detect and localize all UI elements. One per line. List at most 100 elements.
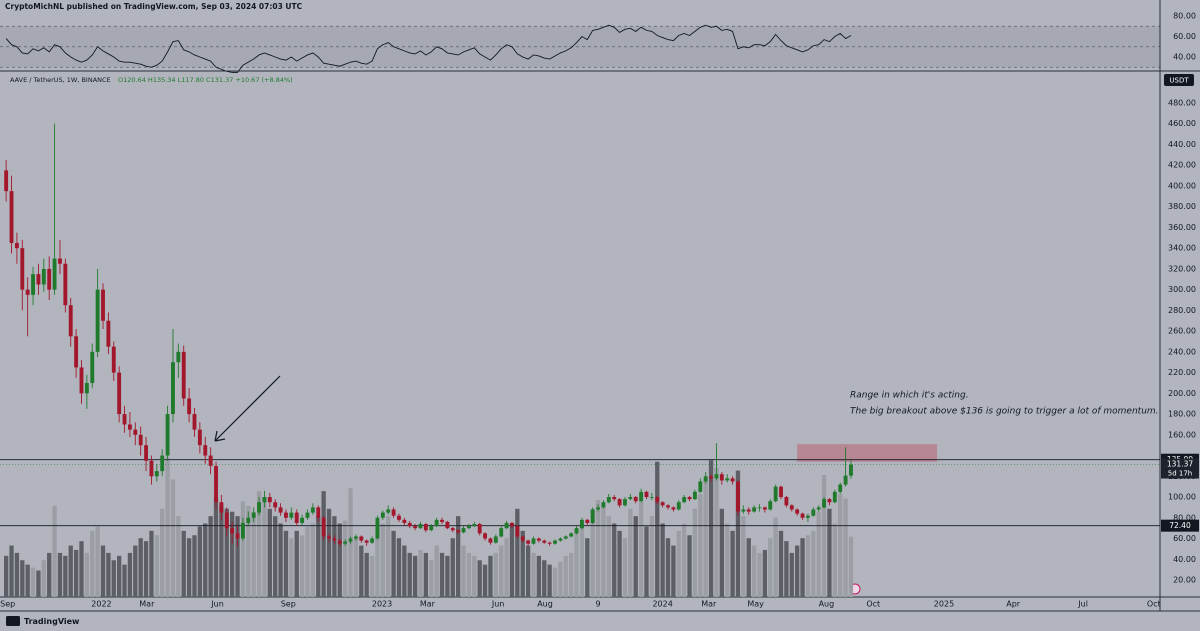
candle-body <box>676 502 681 510</box>
volume-bar <box>590 508 595 597</box>
volume-bar <box>741 516 746 597</box>
currency-box <box>1164 74 1194 86</box>
x-tick-label: Oct <box>1147 600 1161 609</box>
footer-text: TradingView <box>24 617 80 626</box>
rsi-tick-label: 60.00 <box>1173 32 1196 41</box>
candle-body <box>187 398 192 415</box>
volume-bar <box>181 530 186 597</box>
candle-body <box>327 536 331 539</box>
volume-bar <box>515 508 520 597</box>
volume-bar <box>509 523 515 597</box>
x-tick-label: Sep <box>0 600 15 609</box>
volume-bar <box>768 538 773 597</box>
volume-bar <box>520 530 525 597</box>
candle-body <box>563 536 568 539</box>
candle-body <box>429 526 434 531</box>
candle-body <box>800 513 805 518</box>
candle-body <box>719 474 724 481</box>
volume-bar <box>111 560 116 597</box>
candle-body <box>510 522 514 527</box>
candle-body <box>214 465 218 503</box>
volume-bar <box>213 497 219 597</box>
volume-bar <box>186 538 192 597</box>
candle-body <box>63 263 68 306</box>
countdown-label: 5d 17h <box>1168 470 1192 478</box>
volume-bar <box>547 564 552 597</box>
volume-bar <box>235 516 240 597</box>
candle-body <box>106 320 111 347</box>
rsi-pane: 80.00 60.00 40.00 <box>0 12 1196 73</box>
candle-body <box>95 289 100 352</box>
candle-body <box>757 507 762 509</box>
volume-bar <box>730 530 735 597</box>
volume-bar <box>230 511 235 597</box>
volume-bar <box>703 479 708 597</box>
candle-body <box>144 445 148 461</box>
candle-body <box>343 541 348 544</box>
y-tick-label: 340.00 <box>1168 244 1196 253</box>
published-line: CryptoMichNL published on TradingView.co… <box>5 2 303 11</box>
candle-body <box>520 536 525 541</box>
candle-body <box>224 512 229 529</box>
price-label: 72.40 <box>1169 521 1191 530</box>
candle-body <box>4 170 9 192</box>
volume-bar <box>838 494 843 597</box>
volume-bar <box>488 555 493 597</box>
volume-bar <box>106 552 111 597</box>
volume-bar <box>418 549 423 597</box>
y-tick-label: 420.00 <box>1168 161 1196 170</box>
candle-body <box>440 519 444 522</box>
volume-bar <box>789 552 794 597</box>
y-tick-label: 460.00 <box>1168 119 1196 128</box>
candle-body <box>203 445 208 456</box>
volume-bar <box>343 520 348 597</box>
volume-bar <box>154 535 159 597</box>
candle-body <box>305 512 310 518</box>
candle-body <box>536 538 541 541</box>
y-tick-label: 220.00 <box>1168 368 1196 377</box>
candle-body <box>746 509 751 512</box>
candle-body <box>499 528 504 537</box>
volume-bar <box>751 545 757 597</box>
candle-body <box>84 382 89 394</box>
x-tick-label: Mar <box>420 600 436 609</box>
volume-bar <box>827 508 832 597</box>
candle-body <box>768 501 773 510</box>
volume-bar <box>805 535 811 597</box>
candle-body <box>434 519 439 527</box>
candle-body <box>606 497 611 503</box>
volume-bar <box>601 505 606 597</box>
volume-bar <box>208 516 213 597</box>
candle-body <box>692 491 697 500</box>
y-tick-label: 80.00 <box>1173 513 1196 522</box>
arrow-shaft <box>214 375 281 442</box>
candle-body <box>644 491 649 498</box>
volume-bar <box>676 530 681 597</box>
volume-bar <box>773 517 778 597</box>
y-tick-label: 40.00 <box>1173 555 1196 564</box>
volume-bar <box>14 552 20 597</box>
candle-body <box>36 274 41 285</box>
volume-bar <box>262 497 267 597</box>
rsi-tick-label: 40.00 <box>1173 53 1196 62</box>
candle-body <box>789 505 794 510</box>
volume-bar <box>47 552 52 597</box>
x-tick-label: 2023 <box>372 600 392 609</box>
candle-body <box>101 289 105 321</box>
volume-bar <box>542 560 547 597</box>
candle-body <box>811 509 816 516</box>
volume-bar <box>273 516 278 597</box>
volume-bar <box>52 505 57 597</box>
candle-body <box>547 542 552 544</box>
volume-bar <box>525 545 531 597</box>
volume-bar <box>725 523 730 597</box>
volume-bar <box>149 530 154 597</box>
volume-bar <box>821 474 827 597</box>
y-tick-label: 200.00 <box>1168 389 1196 398</box>
y-tick-label: 280.00 <box>1168 306 1196 315</box>
y-tick-label: 440.00 <box>1168 140 1196 149</box>
candle-body <box>461 528 466 533</box>
x-tick-label: Aug <box>819 600 835 609</box>
candle-body <box>278 507 283 513</box>
